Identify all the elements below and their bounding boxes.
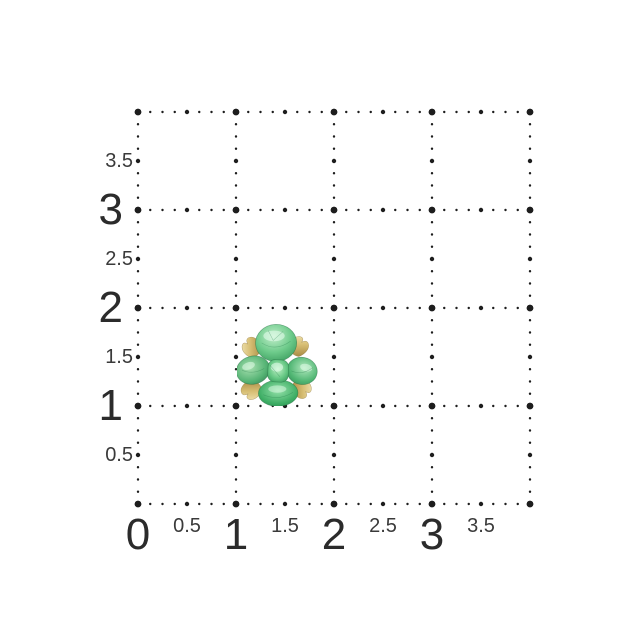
y-axis-label-2.5: 2.5: [105, 248, 133, 270]
x-axis-label-2: 2: [321, 510, 347, 559]
x-axis-label-2.5: 2.5: [369, 515, 397, 537]
x-axis-label-1: 1: [223, 510, 249, 559]
x-axis-label-0: 0: [125, 510, 151, 559]
x-axis-label-0.5: 0.5: [173, 515, 201, 537]
gem-stone-top: [255, 323, 297, 362]
emerald-earring-photo: [236, 323, 318, 406]
x-axis-label-1.5: 1.5: [271, 515, 299, 537]
x-axis-label-3.5: 3.5: [467, 515, 495, 537]
x-axis-label-3: 3: [419, 510, 445, 559]
y-axis-label-1: 1: [98, 381, 123, 430]
y-axis-label-3.5: 3.5: [105, 150, 133, 172]
y-axis-label-0.5: 0.5: [105, 444, 133, 466]
y-axis-label-2: 2: [98, 283, 123, 332]
y-axis-label-3: 3: [98, 185, 123, 234]
gem-facet-lines: [241, 330, 313, 398]
gem-highlights: [242, 330, 313, 393]
y-axis-label-1.5: 1.5: [105, 346, 133, 368]
